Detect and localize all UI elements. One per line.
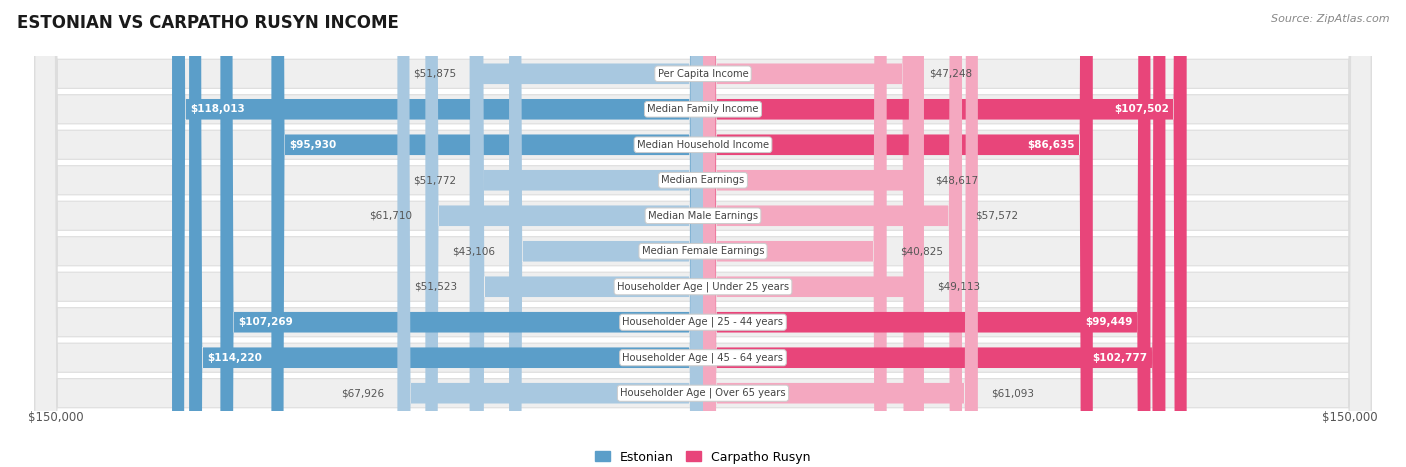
FancyBboxPatch shape (398, 0, 703, 467)
Text: Median Female Earnings: Median Female Earnings (641, 246, 765, 256)
Text: Householder Age | Over 65 years: Householder Age | Over 65 years (620, 388, 786, 398)
FancyBboxPatch shape (470, 0, 703, 467)
FancyBboxPatch shape (35, 0, 1371, 467)
Text: Median Family Income: Median Family Income (647, 104, 759, 114)
Text: $43,106: $43,106 (453, 246, 495, 256)
FancyBboxPatch shape (35, 0, 1371, 467)
FancyBboxPatch shape (35, 0, 1371, 467)
Text: Median Earnings: Median Earnings (661, 175, 745, 185)
FancyBboxPatch shape (703, 0, 922, 467)
FancyBboxPatch shape (35, 0, 1371, 467)
Text: $51,875: $51,875 (413, 69, 456, 79)
Text: $107,502: $107,502 (1114, 104, 1168, 114)
Text: ESTONIAN VS CARPATHO RUSYN INCOME: ESTONIAN VS CARPATHO RUSYN INCOME (17, 14, 399, 32)
FancyBboxPatch shape (703, 0, 1187, 467)
Text: $102,777: $102,777 (1092, 353, 1147, 363)
FancyBboxPatch shape (172, 0, 703, 467)
Text: $61,093: $61,093 (991, 388, 1035, 398)
Text: $67,926: $67,926 (340, 388, 384, 398)
Text: Median Household Income: Median Household Income (637, 140, 769, 150)
Text: $61,710: $61,710 (368, 211, 412, 221)
Text: Per Capita Income: Per Capita Income (658, 69, 748, 79)
FancyBboxPatch shape (703, 0, 977, 467)
Text: $114,220: $114,220 (207, 353, 262, 363)
FancyBboxPatch shape (35, 0, 1371, 467)
Text: Median Male Earnings: Median Male Earnings (648, 211, 758, 221)
Text: $48,617: $48,617 (935, 175, 979, 185)
Text: Householder Age | 25 - 44 years: Householder Age | 25 - 44 years (623, 317, 783, 327)
Text: $150,000: $150,000 (1322, 411, 1378, 424)
Text: $118,013: $118,013 (190, 104, 245, 114)
FancyBboxPatch shape (471, 0, 703, 467)
Text: $49,113: $49,113 (938, 282, 980, 292)
Text: $86,635: $86,635 (1028, 140, 1074, 150)
Text: Householder Age | 45 - 64 years: Householder Age | 45 - 64 years (623, 353, 783, 363)
FancyBboxPatch shape (470, 0, 703, 467)
Text: $40,825: $40,825 (900, 246, 943, 256)
FancyBboxPatch shape (35, 0, 1371, 467)
Text: $51,772: $51,772 (413, 175, 457, 185)
Text: $150,000: $150,000 (28, 411, 84, 424)
FancyBboxPatch shape (509, 0, 703, 467)
Text: $47,248: $47,248 (929, 69, 972, 79)
FancyBboxPatch shape (35, 0, 1371, 467)
FancyBboxPatch shape (703, 0, 924, 467)
FancyBboxPatch shape (426, 0, 703, 467)
FancyBboxPatch shape (188, 0, 703, 467)
Text: Source: ZipAtlas.com: Source: ZipAtlas.com (1271, 14, 1389, 24)
FancyBboxPatch shape (703, 0, 887, 467)
Text: $95,930: $95,930 (290, 140, 336, 150)
Legend: Estonian, Carpatho Rusyn: Estonian, Carpatho Rusyn (591, 446, 815, 467)
FancyBboxPatch shape (703, 0, 1092, 467)
FancyBboxPatch shape (703, 0, 915, 467)
FancyBboxPatch shape (703, 0, 1166, 467)
FancyBboxPatch shape (703, 0, 1150, 467)
Text: $107,269: $107,269 (239, 317, 292, 327)
FancyBboxPatch shape (35, 0, 1371, 467)
FancyBboxPatch shape (35, 0, 1371, 467)
FancyBboxPatch shape (221, 0, 703, 467)
Text: $99,449: $99,449 (1085, 317, 1132, 327)
FancyBboxPatch shape (271, 0, 703, 467)
Text: Householder Age | Under 25 years: Householder Age | Under 25 years (617, 282, 789, 292)
Text: $57,572: $57,572 (976, 211, 1019, 221)
Text: $51,523: $51,523 (415, 282, 458, 292)
FancyBboxPatch shape (35, 0, 1371, 467)
FancyBboxPatch shape (703, 0, 962, 467)
